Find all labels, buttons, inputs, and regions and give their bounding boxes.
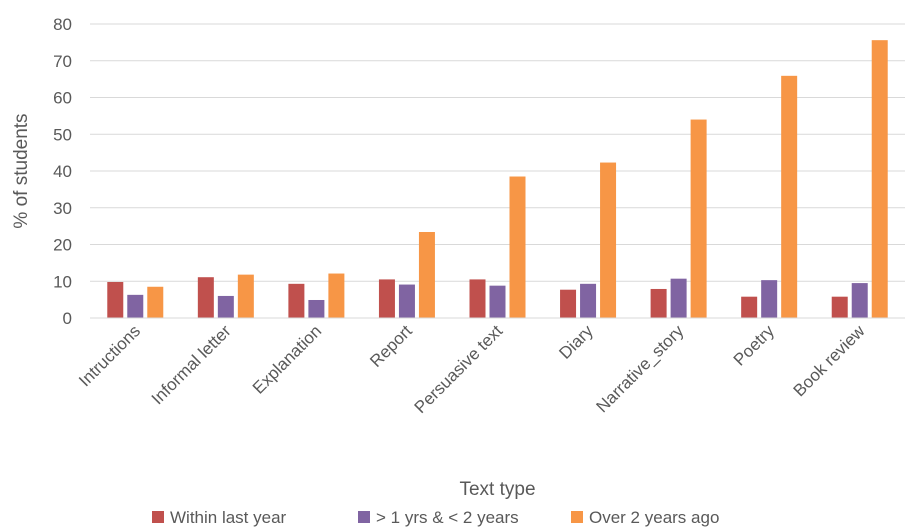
x-axis-title: Text type — [459, 479, 535, 500]
x-tick-label: Persuasive text — [411, 321, 507, 417]
bar — [469, 279, 486, 318]
x-tick-label: Report — [366, 321, 416, 371]
bar — [378, 279, 395, 318]
y-tick-label: 10 — [53, 272, 72, 291]
bar — [851, 283, 868, 318]
bar — [580, 283, 597, 318]
legend-label: Over 2 years ago — [589, 508, 719, 527]
gridlines — [90, 23, 905, 282]
x-tick-label: Narrative_story — [592, 321, 687, 416]
bar — [600, 162, 617, 318]
bar — [690, 119, 707, 318]
y-tick-label: 30 — [53, 199, 72, 218]
bar — [197, 277, 214, 318]
bar — [781, 75, 798, 318]
bar — [509, 176, 526, 318]
bar — [107, 281, 124, 318]
legend-swatch — [571, 511, 583, 523]
bar — [560, 289, 577, 318]
bar — [398, 284, 415, 318]
bar — [670, 278, 687, 318]
bars — [107, 40, 888, 319]
legend-label: Within last year — [170, 508, 287, 527]
bar — [761, 280, 778, 318]
x-tick-label: Poetry — [730, 321, 779, 370]
bar — [489, 285, 506, 318]
y-axis-title: % of students — [11, 113, 32, 228]
y-tick-label: 40 — [53, 162, 72, 181]
x-tick-label: Diary — [555, 321, 597, 363]
bar — [288, 283, 305, 318]
bar — [237, 274, 254, 318]
y-tick-label: 80 — [53, 15, 72, 34]
bar — [650, 288, 667, 318]
bar — [871, 40, 888, 319]
bar — [127, 294, 144, 318]
x-tick-label: Book review — [790, 321, 869, 400]
bar — [217, 295, 234, 318]
bar — [308, 299, 325, 318]
x-tick-label: Explanation — [249, 321, 325, 397]
y-tick-label: 0 — [63, 309, 72, 328]
y-tick-label: 70 — [53, 52, 72, 71]
y-tick-label: 50 — [53, 125, 72, 144]
bar — [741, 296, 758, 318]
x-tick-label: Informal letter — [148, 321, 235, 408]
bar — [147, 286, 164, 318]
y-tick-label: 60 — [53, 89, 72, 108]
legend-swatch — [152, 511, 164, 523]
bar — [418, 232, 435, 318]
legend: Within last year > 1 yrs & < 2 years Over … — [152, 508, 719, 527]
y-axis-ticks: 0 10 20 30 40 50 60 70 80 — [53, 15, 72, 328]
legend-swatch — [358, 511, 370, 523]
legend-label: > 1 yrs & < 2 years — [376, 508, 519, 527]
bar — [328, 273, 345, 318]
bar — [831, 296, 848, 318]
x-tick-label: Intructions — [75, 321, 144, 390]
x-axis-ticks: Intructions Informal letter Explanation Rep… — [75, 321, 869, 417]
y-tick-label: 20 — [53, 236, 72, 255]
